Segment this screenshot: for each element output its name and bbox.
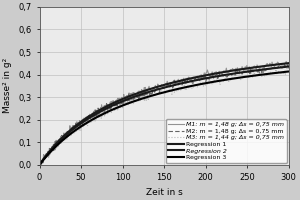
- Regression 1: [102, 107, 105, 109]
- Regression 1: [204, 74, 208, 76]
- Regression 1: [38, 163, 41, 166]
- Regression 2: [184, 81, 188, 83]
- M3: m = 1,44 g; Δs = 0,75 mm: (125, 0.293): m = 1,44 g; Δs = 0,75 mm: (125, 0.293): [141, 98, 145, 100]
- M2: m = 1,48 g; Δs = 0,75 mm: (300, 0.444): m = 1,48 g; Δs = 0,75 mm: (300, 0.444): [287, 63, 290, 66]
- M3: m = 1,44 g; Δs = 0,75 mm: (160, 0.34): m = 1,44 g; Δs = 0,75 mm: (160, 0.34): [171, 87, 175, 89]
- Regression 2: [151, 90, 154, 92]
- Regression 2: [287, 65, 290, 68]
- Regression 2: [204, 77, 208, 79]
- M3: m = 1,44 g; Δs = 0,75 mm: (0.526, 0): m = 1,44 g; Δs = 0,75 mm: (0.526, 0): [38, 163, 42, 166]
- M3: m = 1,44 g; Δs = 0,75 mm: (36.2, 0.126): m = 1,44 g; Δs = 0,75 mm: (36.2, 0.126): [68, 135, 71, 137]
- M3: m = 1,44 g; Δs = 0,75 mm: (0, 0.00871): m = 1,44 g; Δs = 0,75 mm: (0, 0.00871): [38, 161, 41, 164]
- M3: m = 1,44 g; Δs = 0,75 mm: (110, 0.271): m = 1,44 g; Δs = 0,75 mm: (110, 0.271): [130, 102, 133, 105]
- Regression 3: [151, 94, 154, 97]
- Regression 3: [287, 70, 290, 73]
- Regression 2: [225, 73, 229, 76]
- M2: m = 1,48 g; Δs = 0,75 mm: (0, 0): m = 1,48 g; Δs = 0,75 mm: (0, 0): [38, 163, 41, 166]
- Line: Regression 3: Regression 3: [40, 72, 289, 165]
- M3: m = 1,44 g; Δs = 0,75 mm: (50.6, 0.169): m = 1,44 g; Δs = 0,75 mm: (50.6, 0.169): [80, 125, 83, 128]
- Y-axis label: Masse² in g²: Masse² in g²: [4, 58, 13, 113]
- Regression 3: [204, 82, 208, 84]
- Regression 3: [38, 163, 41, 166]
- M2: m = 1,48 g; Δs = 0,75 mm: (159, 0.35): m = 1,48 g; Δs = 0,75 mm: (159, 0.35): [170, 85, 174, 87]
- Regression 1: [151, 87, 154, 90]
- M1: m = 1,48 g; Δs = 0,75 mm: (110, 0.308): m = 1,48 g; Δs = 0,75 mm: (110, 0.308): [130, 94, 133, 96]
- M2: m = 1,48 g; Δs = 0,75 mm: (85.5, 0.263): m = 1,48 g; Δs = 0,75 mm: (85.5, 0.263): [109, 104, 112, 107]
- M1: m = 1,48 g; Δs = 0,75 mm: (297, 0.458): m = 1,48 g; Δs = 0,75 mm: (297, 0.458): [284, 60, 288, 63]
- Regression 1: [225, 70, 229, 73]
- Line: M3: m = 1,44 g; Δs = 0,75 mm: M3: m = 1,44 g; Δs = 0,75 mm: [40, 68, 289, 165]
- M1: m = 1,48 g; Δs = 0,75 mm: (300, 0.429): m = 1,48 g; Δs = 0,75 mm: (300, 0.429): [287, 67, 290, 69]
- M1: m = 1,48 g; Δs = 0,75 mm: (160, 0.363): m = 1,48 g; Δs = 0,75 mm: (160, 0.363): [171, 82, 175, 84]
- M1: m = 1,48 g; Δs = 0,75 mm: (50.6, 0.194): m = 1,48 g; Δs = 0,75 mm: (50.6, 0.194): [80, 120, 83, 122]
- Line: Regression 1: Regression 1: [40, 63, 289, 165]
- Regression 3: [102, 113, 105, 115]
- Regression 2: [38, 163, 41, 166]
- M3: m = 1,44 g; Δs = 0,75 mm: (300, 0.413): m = 1,44 g; Δs = 0,75 mm: (300, 0.413): [287, 70, 290, 73]
- Legend: M1: m = 1,48 g; Δs = 0,75 mm, M2: m = 1,48 g; Δs = 0,75 mm, M3: m = 1,44 g; Δs =: M1: m = 1,48 g; Δs = 0,75 mm, M2: m = 1,…: [166, 119, 287, 163]
- Regression 1: [287, 62, 290, 64]
- M3: m = 1,44 g; Δs = 0,75 mm: (285, 0.431): m = 1,44 g; Δs = 0,75 mm: (285, 0.431): [274, 66, 278, 69]
- M1: m = 1,48 g; Δs = 0,75 mm: (0.526, 0): m = 1,48 g; Δs = 0,75 mm: (0.526, 0): [38, 163, 42, 166]
- M2: m = 1,48 g; Δs = 0,75 mm: (35.9, 0.138): m = 1,48 g; Δs = 0,75 mm: (35.9, 0.138): [68, 132, 71, 135]
- Line: Regression 2: Regression 2: [40, 67, 289, 165]
- Line: M1: m = 1,48 g; Δs = 0,75 mm: M1: m = 1,48 g; Δs = 0,75 mm: [40, 61, 289, 165]
- M1: m = 1,48 g; Δs = 0,75 mm: (125, 0.332): m = 1,48 g; Δs = 0,75 mm: (125, 0.332): [141, 89, 145, 91]
- M2: m = 1,48 g; Δs = 0,75 mm: (50.3, 0.179): m = 1,48 g; Δs = 0,75 mm: (50.3, 0.179): [80, 123, 83, 125]
- Regression 2: [82, 120, 85, 123]
- Regression 1: [184, 78, 188, 81]
- Regression 3: [225, 78, 229, 81]
- M3: m = 1,44 g; Δs = 0,75 mm: (85.8, 0.238): m = 1,44 g; Δs = 0,75 mm: (85.8, 0.238): [109, 110, 112, 112]
- Regression 2: [102, 109, 105, 111]
- Regression 1: [82, 119, 85, 121]
- M1: m = 1,48 g; Δs = 0,75 mm: (85.8, 0.251): m = 1,48 g; Δs = 0,75 mm: (85.8, 0.251): [109, 107, 112, 109]
- Regression 3: [184, 86, 188, 88]
- Regression 3: [82, 124, 85, 126]
- M2: m = 1,48 g; Δs = 0,75 mm: (124, 0.327): m = 1,48 g; Δs = 0,75 mm: (124, 0.327): [141, 90, 145, 92]
- M2: m = 1,48 g; Δs = 0,75 mm: (110, 0.299): m = 1,48 g; Δs = 0,75 mm: (110, 0.299): [129, 96, 133, 99]
- X-axis label: Zeit in s: Zeit in s: [146, 188, 182, 197]
- Line: M2: m = 1,48 g; Δs = 0,75 mm: M2: m = 1,48 g; Δs = 0,75 mm: [40, 65, 289, 165]
- M1: m = 1,48 g; Δs = 0,75 mm: (0, 0.00331): m = 1,48 g; Δs = 0,75 mm: (0, 0.00331): [38, 163, 41, 165]
- M1: m = 1,48 g; Δs = 0,75 mm: (36.2, 0.145): m = 1,48 g; Δs = 0,75 mm: (36.2, 0.145): [68, 131, 71, 133]
